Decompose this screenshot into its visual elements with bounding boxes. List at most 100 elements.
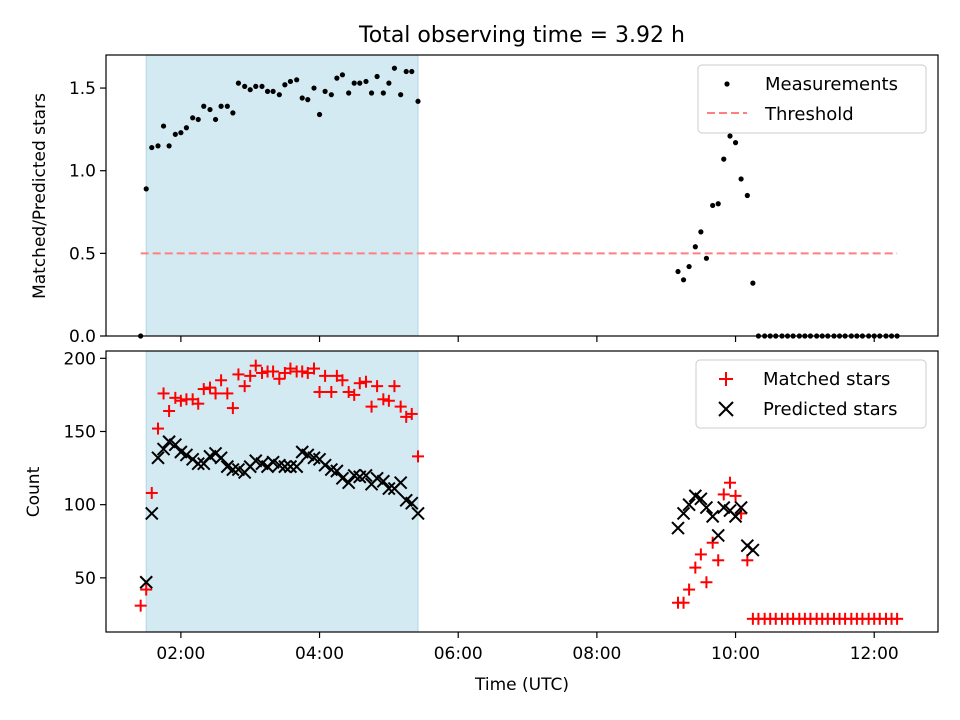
data-point [201, 103, 207, 109]
data-point [403, 68, 409, 75]
matched-star-marker [689, 561, 702, 574]
marker-stroke [688, 489, 703, 503]
marker-stroke [191, 456, 205, 471]
x-tick-label: 04:00 [295, 644, 344, 664]
predicted-star-marker [318, 458, 332, 472]
matched-star-marker [134, 599, 147, 612]
data-point [715, 201, 721, 207]
marker-stroke [341, 476, 356, 490]
matched-star-marker [226, 402, 239, 415]
matched-star-marker [694, 548, 707, 561]
data-point [242, 83, 248, 90]
data-point [698, 229, 704, 235]
ratio-panel: Total observing time = 3.92 h 0.0 0.5 1.0 1… [30, 23, 939, 347]
matched-star-marker [400, 410, 413, 423]
y-tick-label: 0.5 [69, 244, 96, 264]
matched-star-marker [284, 362, 297, 375]
marker-stroke [359, 468, 373, 483]
data-point [235, 80, 242, 86]
predicted-star-marker [335, 471, 350, 486]
predicted-star-marker [168, 437, 183, 452]
chart-title: Total observing time = 3.92 h [358, 23, 685, 48]
shaded-region [145, 54, 419, 337]
matched-star-marker [724, 476, 736, 489]
data-point [172, 131, 178, 137]
marker-stroke [676, 506, 691, 521]
predicted-star-marker [191, 456, 205, 471]
data-point [253, 83, 259, 90]
data-point [703, 255, 710, 261]
matched-star-marker [221, 387, 234, 400]
legend-marker-measurements [724, 81, 730, 87]
marker-stroke [335, 471, 350, 486]
marker-stroke [220, 459, 235, 474]
marker-stroke [168, 437, 183, 452]
predicted-star-marker [359, 468, 373, 483]
marker-stroke [324, 462, 339, 477]
predicted-star-marker [746, 543, 760, 557]
predicted-star-marker [376, 474, 391, 488]
data-point [750, 280, 756, 286]
matched-star-marker [301, 366, 314, 379]
marker-stroke [347, 468, 361, 483]
marker-stroke [162, 435, 176, 449]
data-point [195, 116, 201, 123]
matched-star-marker [163, 405, 176, 418]
data-point [680, 277, 687, 283]
predicted-star-marker [711, 528, 725, 543]
marker-stroke [405, 496, 419, 510]
matched-star-marker [405, 407, 418, 420]
data-point [346, 90, 352, 96]
data-point [166, 143, 172, 149]
data-point [351, 80, 357, 86]
matched-star-marker [348, 388, 361, 401]
observing-interval-shade [145, 350, 419, 633]
marker-stroke [231, 462, 246, 477]
matched-star-marker [174, 394, 187, 407]
matched-star-marker [215, 374, 228, 387]
matched-star-marker [157, 387, 170, 400]
matched-star-marker [353, 377, 366, 390]
plot-frame [105, 350, 939, 633]
predicted-star-marker [682, 497, 696, 512]
matched-star-marker [192, 397, 205, 410]
matched-star-marker [249, 359, 262, 372]
data-point [190, 115, 196, 121]
data-point [282, 82, 288, 88]
marker-stroke [694, 492, 708, 506]
predicted-star-marker [145, 506, 159, 521]
predicted-stars-points [139, 435, 760, 589]
predicted-star-marker [694, 492, 708, 506]
data-point [727, 133, 733, 139]
data-point [322, 88, 328, 94]
matched-star-marker [377, 393, 390, 406]
data-point [398, 92, 404, 98]
data-point [311, 85, 317, 91]
matched-star-marker [209, 387, 222, 400]
legend-box [697, 64, 927, 134]
marker-stroke [289, 459, 304, 474]
data-point [259, 83, 265, 90]
y-tick-label: 0.0 [69, 327, 96, 347]
data-point [334, 75, 340, 81]
matched-star-marker [342, 385, 355, 398]
matched-star-marker [325, 385, 338, 398]
marker-stroke [746, 543, 760, 557]
matched-star-marker [256, 366, 268, 379]
y-tick-label: 50 [74, 569, 96, 589]
predicted-star-marker [728, 509, 743, 524]
data-point [218, 103, 224, 109]
marker-stroke [682, 497, 696, 512]
matched-star-marker [388, 380, 401, 393]
x-tick-label: 10:00 [711, 644, 760, 664]
predicted-star-marker [179, 448, 194, 462]
marker-stroke [307, 451, 321, 465]
data-point [692, 244, 698, 250]
data-point [305, 97, 311, 103]
x-axis-ticks [180, 336, 875, 342]
data-point [357, 80, 363, 86]
marker-stroke [179, 448, 194, 462]
matched-star-marker [273, 372, 286, 385]
data-point [374, 73, 380, 80]
